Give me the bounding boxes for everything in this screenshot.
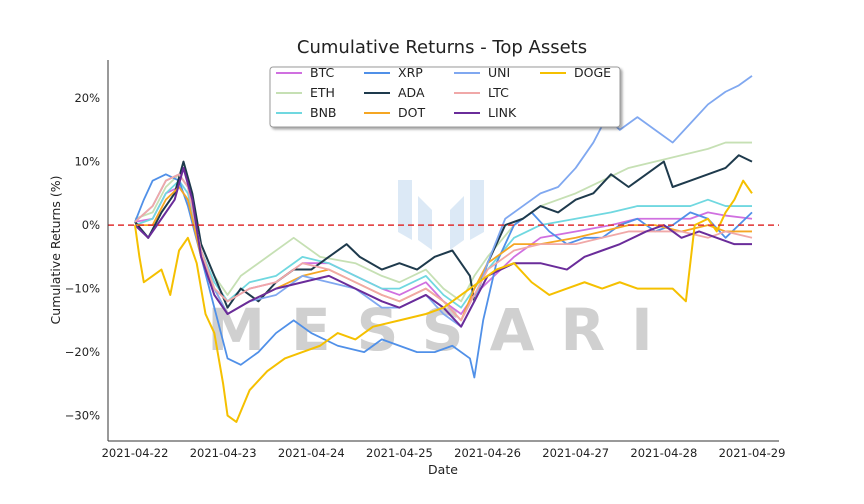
legend-label: ETH (310, 85, 335, 100)
y-tick-label: −10% (65, 282, 100, 296)
legend-label: XRP (398, 65, 423, 80)
chart-title: Cumulative Returns - Top Assets (297, 37, 587, 58)
axes: −30%−20%−10%0%10%20% 2021-04-22 2021-04-2… (48, 60, 785, 477)
legend-label: BTC (310, 65, 334, 80)
series-line-link (134, 166, 752, 328)
messari-logo-watermark (398, 180, 484, 250)
series-line-doge (134, 179, 753, 423)
plot-area: MESSARI (108, 75, 779, 423)
y-axis-label: Cumulative Returns (%) (48, 176, 63, 325)
y-tick-label: 0% (82, 218, 100, 232)
legend-item-btc: BTC (276, 65, 334, 80)
legend-item-ltc: LTC (454, 85, 509, 100)
legend-item-xrp: XRP (364, 65, 423, 80)
legend-box (269, 66, 621, 128)
legend-label: LTC (488, 85, 509, 100)
legend-item-ada: ADA (364, 85, 425, 100)
series-line-ada (134, 154, 753, 309)
legend-item-bnb: BNB (276, 105, 337, 120)
legend-label: BNB (310, 105, 337, 120)
series-lines (134, 75, 753, 423)
x-tick-label: 2021-04-29 (719, 446, 786, 460)
series-line-eth (134, 141, 752, 303)
y-tick-label: 20% (74, 91, 100, 105)
legend-item-dot: DOT (364, 105, 425, 120)
legend-label: DOGE (574, 65, 611, 80)
legend-label: LINK (488, 105, 517, 120)
x-axis-label: Date (428, 462, 458, 477)
legend: BTC ETH BNB XRP ADA DOT UNI LTC LINK DOGE (269, 65, 621, 128)
y-tick-label: −20% (65, 345, 100, 359)
legend-item-link: LINK (454, 105, 517, 120)
y-tick-labels: −30% −20% −10% 0% 10% 20% (65, 91, 100, 423)
x-tick-labels: 2021-04-22 2021-04-23 2021-04-24 2021-04-25… (102, 446, 786, 460)
x-tick-label: 2021-04-26 (454, 446, 521, 460)
x-tick-label: 2021-04-23 (190, 446, 257, 460)
x-tick-label: 2021-04-25 (366, 446, 433, 460)
x-tick-label: 2021-04-22 (102, 446, 169, 460)
legend-item-uni: UNI (454, 65, 510, 80)
legend-item-eth: ETH (276, 85, 335, 100)
legend-label: UNI (488, 65, 510, 80)
y-tick-label: 10% (74, 155, 100, 169)
legend-item-doge: DOGE (540, 65, 611, 80)
legend-label: ADA (398, 85, 425, 100)
legend-label: DOT (398, 105, 425, 120)
x-tick-label: 2021-04-27 (542, 446, 609, 460)
x-tick-label: 2021-04-28 (630, 446, 697, 460)
x-tick-label: 2021-04-24 (278, 446, 345, 460)
y-tick-label: −30% (65, 409, 100, 423)
